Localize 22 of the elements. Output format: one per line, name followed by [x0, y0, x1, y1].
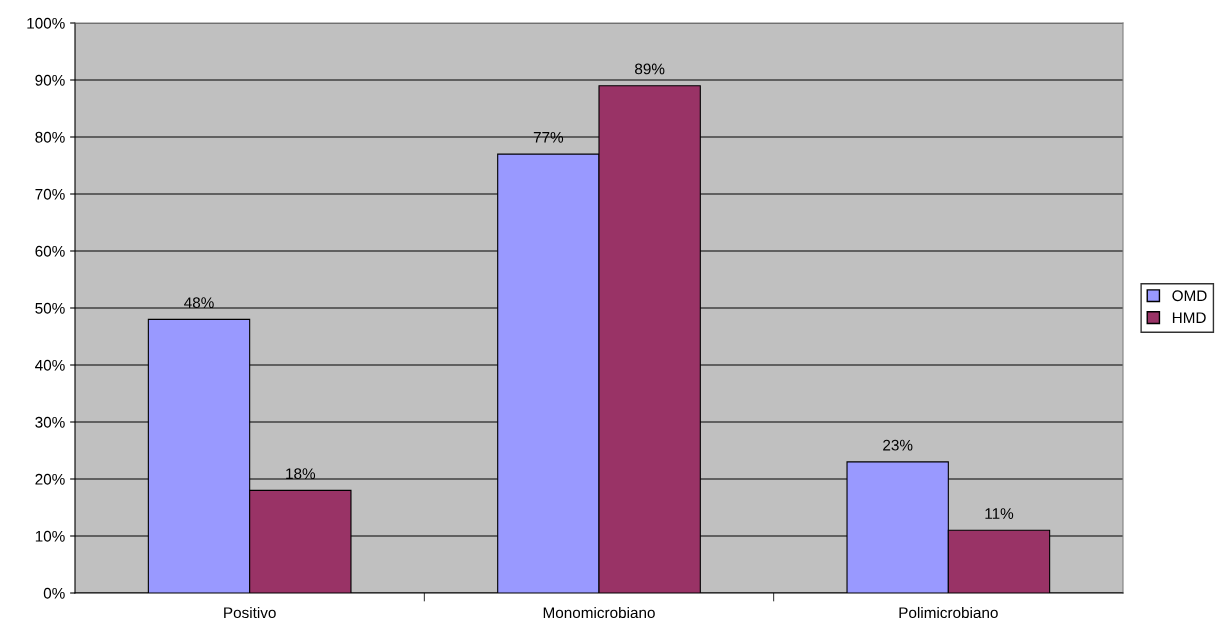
- y-tick-label: 80%: [35, 131, 65, 143]
- y-tick-label: 30%: [35, 416, 65, 428]
- data-label: 18%: [286, 468, 316, 480]
- y-tick-label: 60%: [35, 245, 65, 257]
- y-tick-label: 0%: [43, 587, 65, 599]
- y-tick-label: 70%: [35, 188, 65, 200]
- x-tick-label: Monomicrobiano: [543, 606, 655, 619]
- y-tick-label: 40%: [35, 359, 65, 371]
- legend-label: OMD: [1172, 290, 1207, 302]
- data-label: 77%: [533, 132, 564, 143]
- y-tick-label: 100%: [27, 17, 65, 29]
- y-tick-label: 20%: [35, 473, 65, 485]
- y-tick-label: 90%: [35, 74, 65, 86]
- x-tick-label: Positivo: [224, 606, 276, 619]
- y-tick-label: 10%: [35, 530, 65, 542]
- data-label: 48%: [184, 297, 214, 309]
- x-tick-label: Polimicrobiano: [899, 606, 998, 619]
- legend-label: HMD: [1172, 312, 1206, 323]
- data-label: 11%: [985, 508, 1014, 519]
- data-label: 23%: [883, 439, 913, 451]
- data-label: 89%: [635, 63, 665, 75]
- y-tick-label: 50%: [35, 302, 65, 314]
